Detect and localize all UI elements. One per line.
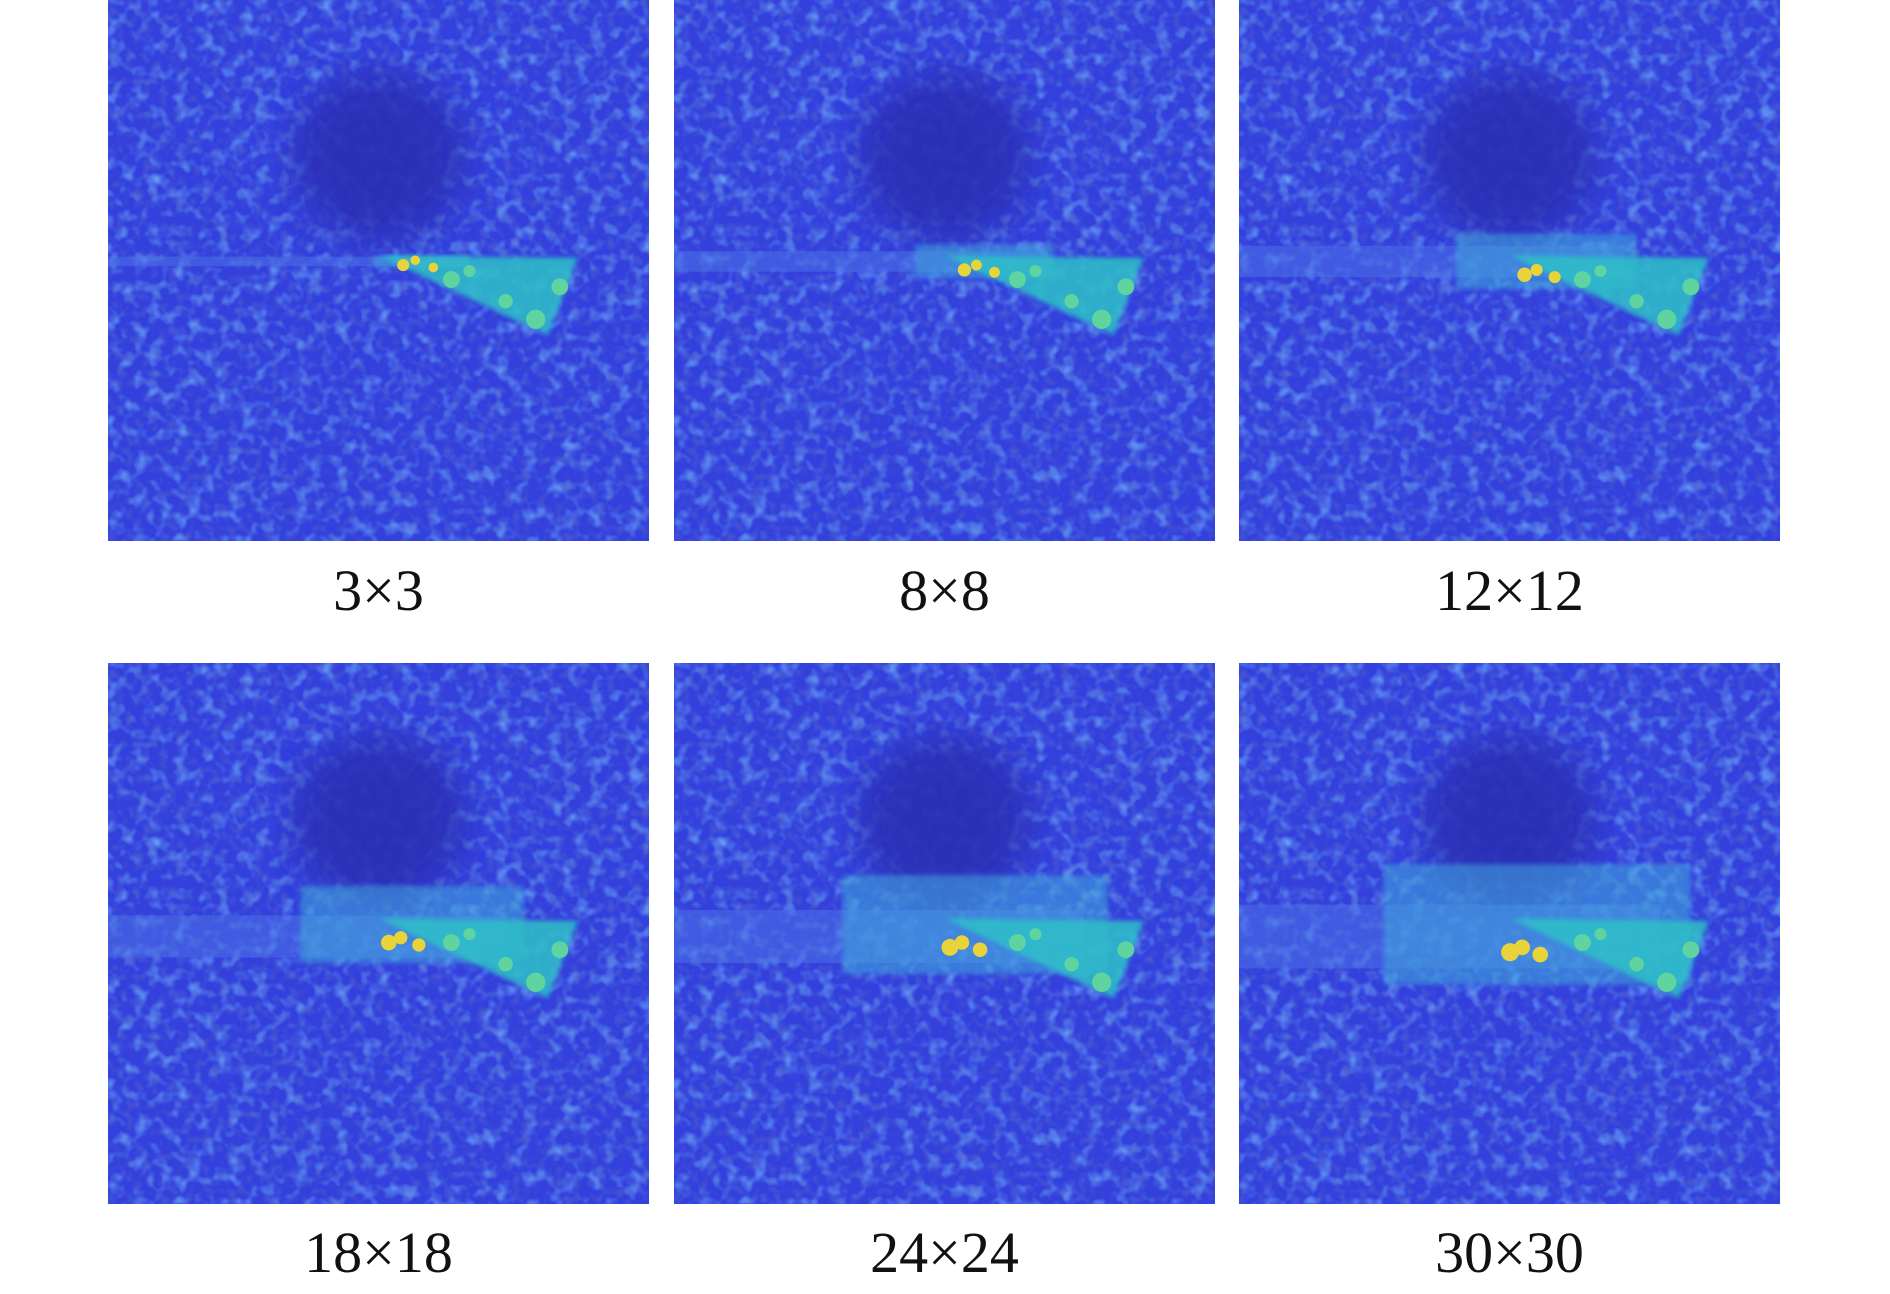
target-spot	[1064, 293, 1079, 309]
heatmap-panel	[1239, 0, 1780, 541]
hot-spot	[1530, 263, 1543, 276]
target-spot	[1573, 934, 1591, 951]
target-spot	[498, 293, 513, 309]
hot-spot	[428, 262, 439, 273]
target-spot	[1629, 293, 1644, 309]
hot-spot	[972, 942, 988, 957]
hot-spot	[1514, 939, 1530, 956]
heatmap	[1239, 663, 1780, 1204]
hot-spot	[412, 938, 426, 952]
hot-spot	[989, 266, 1000, 278]
streak	[108, 256, 470, 267]
hot-spot	[971, 259, 982, 271]
hot-spot	[410, 255, 421, 266]
hot-spot	[1532, 946, 1549, 963]
hot-spot	[954, 935, 970, 950]
target-spot	[498, 956, 513, 972]
target-spot	[551, 941, 569, 959]
target-spot	[1573, 271, 1591, 288]
target-spot	[1008, 271, 1026, 288]
hot-spot	[1548, 271, 1561, 284]
heatmap-panel	[108, 0, 649, 541]
target-spot	[1092, 309, 1112, 329]
heatmap-panel	[674, 663, 1215, 1204]
heatmap-panel	[674, 0, 1215, 541]
target-spot	[442, 271, 460, 288]
heatmap-panel	[1239, 663, 1780, 1204]
hot-spot	[1517, 267, 1532, 282]
target-spot	[1682, 278, 1700, 296]
panel-caption: 24×24	[870, 1220, 1019, 1285]
shadow-region	[1423, 72, 1597, 241]
panel-caption: 18×18	[304, 1220, 453, 1285]
target-spot	[526, 309, 546, 329]
heatmap	[674, 0, 1215, 541]
hot-spot	[380, 934, 397, 951]
target-spot	[1594, 928, 1607, 941]
shadow-region	[858, 735, 1032, 904]
heatmap	[1239, 0, 1780, 541]
panel-caption: 3×3	[333, 558, 424, 623]
panel-caption: 12×12	[1435, 558, 1584, 623]
heatmap	[108, 0, 649, 541]
target-spot	[551, 278, 569, 296]
target-spot	[1117, 278, 1135, 296]
shadow-region	[292, 72, 466, 241]
target-spot	[1594, 265, 1607, 278]
panel-caption: 8×8	[899, 558, 990, 623]
target-spot	[1029, 928, 1042, 941]
target-spot	[1657, 309, 1677, 329]
shadow-region	[858, 72, 1032, 241]
shadow-region	[1423, 735, 1597, 904]
target-spot	[1029, 265, 1042, 278]
target-spot	[1008, 934, 1026, 951]
target-spot	[1629, 956, 1644, 972]
target-spot	[463, 928, 476, 941]
target-spot	[1657, 972, 1677, 992]
heatmap-panel	[108, 663, 649, 1204]
target-spot	[1064, 956, 1079, 972]
target-spot	[442, 934, 460, 951]
heatmap	[674, 663, 1215, 1204]
target-spot	[526, 972, 546, 992]
panel-caption: 30×30	[1435, 1220, 1584, 1285]
target-spot	[1092, 972, 1112, 992]
hot-spot	[941, 938, 959, 956]
target-spot	[463, 265, 476, 278]
hot-spot	[957, 263, 972, 277]
hot-spot	[397, 259, 410, 272]
target-spot	[1682, 941, 1700, 959]
heatmap	[108, 663, 649, 1204]
hot-spot	[394, 931, 408, 945]
target-spot	[1117, 941, 1135, 959]
shadow-region	[292, 735, 466, 904]
